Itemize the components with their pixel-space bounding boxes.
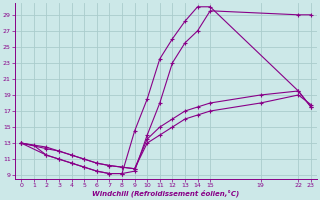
X-axis label: Windchill (Refroidissement éolien,°C): Windchill (Refroidissement éolien,°C) (92, 190, 240, 197)
